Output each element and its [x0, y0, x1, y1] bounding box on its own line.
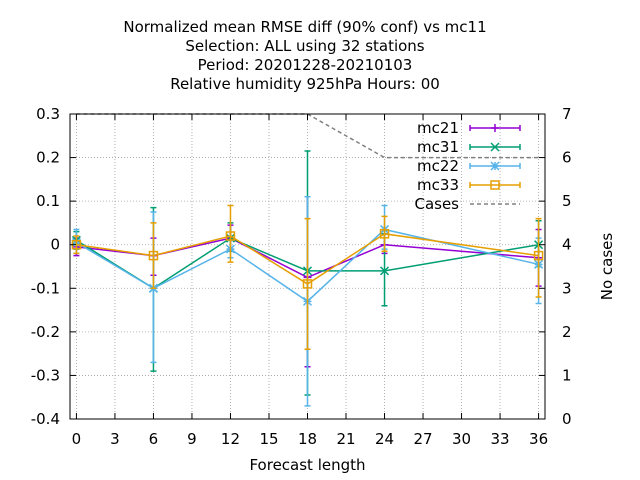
- data-point: [490, 161, 500, 171]
- y2-tick-label: 4: [562, 236, 572, 254]
- legend-swatch: [469, 182, 521, 188]
- error-bar: [381, 215, 388, 252]
- y2-tick-label: 1: [562, 366, 572, 384]
- y-tick-label: -0.4: [31, 410, 60, 428]
- legend-label: Cases: [414, 195, 459, 213]
- series-line: [76, 233, 539, 285]
- y2-tick-label: 7: [562, 105, 572, 123]
- data-point: [225, 231, 236, 241]
- data-point: [490, 180, 500, 190]
- data-point: [302, 279, 313, 289]
- y-tick-label: 0.3: [36, 105, 60, 123]
- y-tick-label: -0.2: [31, 323, 60, 341]
- data-series: [71, 150, 544, 407]
- x-tick-label: 30: [452, 430, 471, 448]
- error-bar: [150, 222, 157, 290]
- error-bar: [535, 217, 542, 298]
- legend-label: mc22: [417, 157, 459, 175]
- x-tick-label: 15: [259, 430, 278, 448]
- y2-tick-label: 6: [562, 149, 572, 167]
- x-tick-label: 12: [221, 430, 240, 448]
- x-tick-label: 27: [413, 430, 432, 448]
- title-line-1: Selection: ALL using 32 stations: [185, 37, 424, 55]
- data-point: [148, 250, 159, 261]
- legend-label: mc31: [417, 138, 459, 156]
- y2-axis-label: No cases: [598, 233, 616, 301]
- y2-tick-label: 5: [562, 192, 572, 210]
- legend-label: mc21: [417, 119, 459, 137]
- x-tick-label: 18: [298, 430, 317, 448]
- series-line: [76, 228, 539, 303]
- axis-ticks: 0 3 6 9 12 15 18 21 24 27 30 33 360.30.20.10-0.1-0.2…: [31, 105, 572, 448]
- x-tick-label: 9: [187, 430, 197, 448]
- y2-tick-label: 0: [562, 410, 572, 428]
- title-line-2: Period: 20201228-20210103: [198, 56, 413, 74]
- y-tick-label: 0.1: [36, 192, 60, 210]
- chart-title: Normalized mean RMSE diff (90% conf) vs …: [123, 18, 486, 93]
- x-tick-label: 24: [375, 430, 394, 448]
- y2-tick-label: 2: [562, 323, 572, 341]
- legend-label: mc33: [417, 176, 459, 194]
- x-tick-label: 0: [72, 430, 82, 448]
- error-bar: [304, 217, 311, 351]
- y2-tick-label: 3: [562, 279, 572, 297]
- x-tick-label: 3: [110, 430, 120, 448]
- y-tick-label: -0.1: [31, 279, 60, 297]
- data-point: [491, 124, 499, 132]
- title-line-3: Relative humidity 925hPa Hours: 00: [170, 75, 440, 93]
- x-tick-label: 33: [491, 430, 510, 448]
- data-point: [533, 250, 544, 261]
- series-mc33: [71, 204, 544, 351]
- title-line-0: Normalized mean RMSE diff (90% conf) vs …: [123, 18, 486, 36]
- data-point: [490, 142, 500, 152]
- y-tick-label: -0.3: [31, 366, 60, 384]
- x-tick-label: 36: [529, 430, 548, 448]
- data-point: [379, 229, 390, 239]
- y-tick-label: 0.2: [36, 149, 60, 167]
- x-tick-label: 21: [336, 430, 355, 448]
- data-point: [379, 266, 390, 276]
- error-bar: [227, 204, 234, 263]
- x-tick-label: 6: [149, 430, 159, 448]
- x-axis-label: Forecast length: [249, 456, 365, 474]
- y-tick-label: 0: [50, 236, 60, 254]
- error-bar: [73, 235, 80, 255]
